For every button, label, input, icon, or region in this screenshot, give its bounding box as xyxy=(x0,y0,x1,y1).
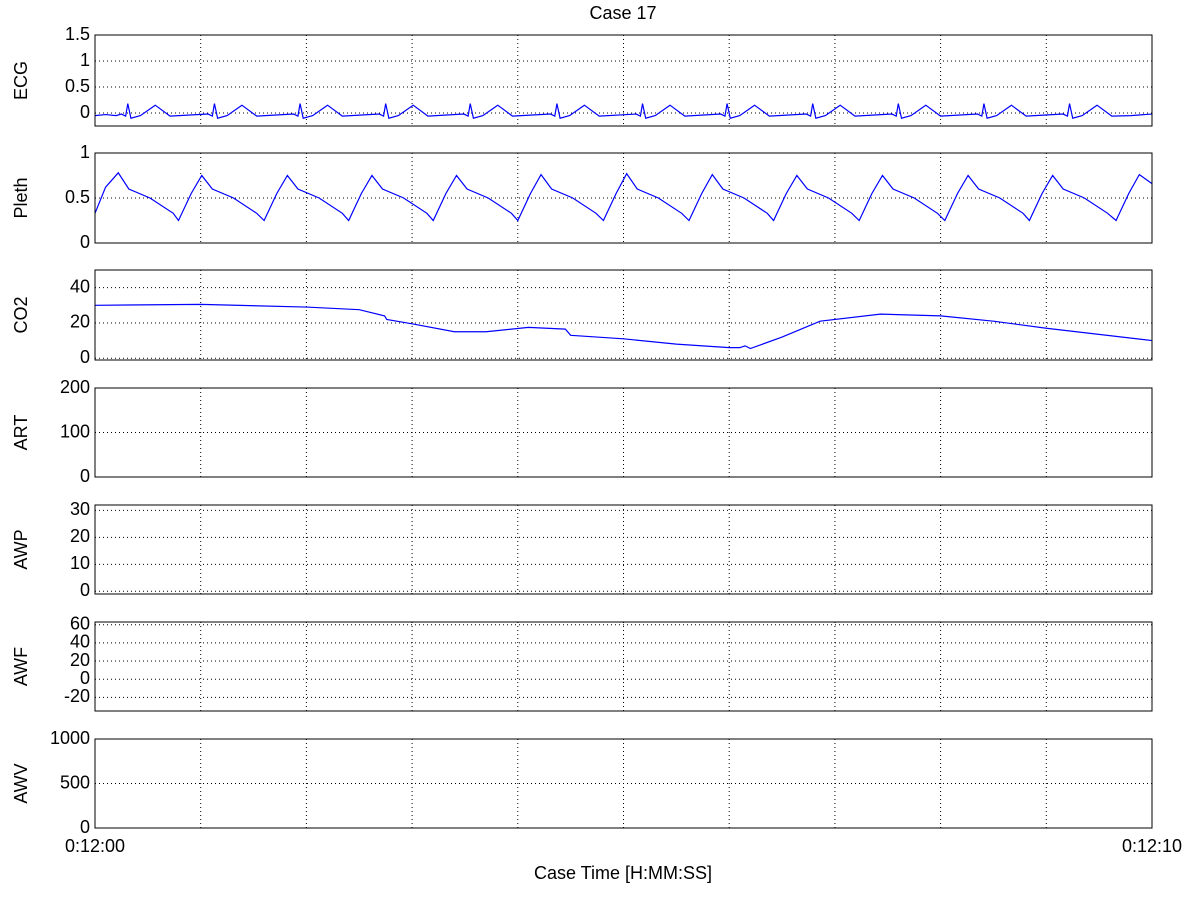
signal-line xyxy=(94,103,1153,119)
axes-box xyxy=(94,504,1153,595)
y-tick-label: 20 xyxy=(70,526,90,546)
signal-line xyxy=(94,303,1153,350)
y-tick-label: 1.5 xyxy=(65,24,90,44)
y-tick-label: 0 xyxy=(80,232,90,252)
x-tick-label: 0:12:10 xyxy=(1122,836,1182,856)
axes-box xyxy=(94,34,1153,127)
y-tick-label: 20 xyxy=(70,312,90,332)
y-axis-label: ECG xyxy=(11,61,31,100)
plot-frame xyxy=(95,35,1152,126)
axes-box xyxy=(94,621,1153,712)
y-axis-label: ART xyxy=(11,415,31,451)
y-tick-label: 0.5 xyxy=(65,187,90,207)
y-tick-label: 1 xyxy=(80,142,90,162)
axes-box xyxy=(94,269,1153,361)
y-tick-label: 0 xyxy=(80,347,90,367)
y-tick-label: 0 xyxy=(80,102,90,122)
y-tick-label: 30 xyxy=(70,499,90,519)
y-tick-label: 200 xyxy=(60,377,90,397)
axes-box xyxy=(94,152,1153,244)
y-tick-label: 40 xyxy=(70,632,90,652)
y-tick-label: 0 xyxy=(80,580,90,600)
signal-line xyxy=(94,171,1153,222)
y-tick-label: 500 xyxy=(60,772,90,792)
x-tick-label: 0:12:00 xyxy=(65,836,125,856)
y-tick-label: 10 xyxy=(70,553,90,573)
y-tick-label: 60 xyxy=(70,613,90,633)
y-axis-label: AWF xyxy=(11,647,31,686)
y-axis-label: AWP xyxy=(11,529,31,569)
y-axis-label: AWV xyxy=(11,763,31,803)
y-tick-label: 1 xyxy=(80,50,90,70)
y-tick-label: 0 xyxy=(80,817,90,837)
y-tick-label: -20 xyxy=(64,686,90,706)
y-axis-label: CO2 xyxy=(11,296,31,333)
y-tick-label: 0.5 xyxy=(65,76,90,96)
y-tick-label: 0 xyxy=(80,668,90,688)
y-tick-label: 20 xyxy=(70,650,90,670)
y-tick-label: 0 xyxy=(80,466,90,486)
chart-title: Case 17 xyxy=(589,3,656,23)
axes-box xyxy=(94,387,1153,478)
y-axis-label: Pleth xyxy=(11,177,31,218)
x-axis-label: Case Time [H:MM:SS] xyxy=(534,863,712,883)
y-tick-label: 40 xyxy=(70,276,90,296)
y-tick-label: 1000 xyxy=(50,728,90,748)
y-tick-label: 100 xyxy=(60,421,90,441)
axes-box xyxy=(94,738,1153,829)
